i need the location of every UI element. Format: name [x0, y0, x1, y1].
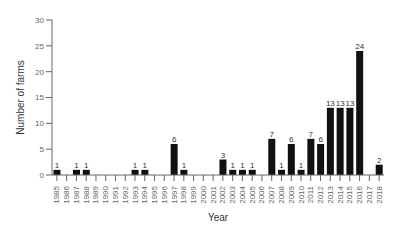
svg-text:1995: 1995 [150, 185, 159, 203]
svg-text:1: 1 [55, 161, 60, 170]
svg-text:2018: 2018 [375, 185, 384, 203]
svg-text:13: 13 [326, 99, 335, 108]
svg-text:2000: 2000 [199, 185, 208, 203]
svg-text:7: 7 [309, 130, 314, 139]
svg-text:1996: 1996 [160, 185, 169, 203]
svg-text:2003: 2003 [228, 185, 237, 203]
svg-text:1: 1 [299, 161, 304, 170]
svg-text:1: 1 [250, 161, 255, 170]
svg-text:2017: 2017 [365, 185, 374, 203]
svg-text:1: 1 [231, 161, 236, 170]
svg-text:2011: 2011 [306, 185, 315, 203]
svg-text:13: 13 [345, 99, 354, 108]
svg-text:1994: 1994 [140, 185, 149, 203]
svg-text:10: 10 [35, 119, 44, 128]
svg-text:2005: 2005 [248, 185, 257, 203]
svg-text:1: 1 [74, 161, 79, 170]
svg-text:1987: 1987 [72, 185, 81, 203]
svg-text:2001: 2001 [209, 185, 218, 203]
svg-text:2008: 2008 [277, 185, 286, 203]
svg-text:3: 3 [221, 151, 226, 160]
svg-text:2: 2 [377, 156, 382, 165]
svg-text:2002: 2002 [218, 185, 227, 203]
svg-text:Year: Year [208, 212, 229, 223]
svg-text:1992: 1992 [121, 185, 130, 203]
svg-text:Number of farms: Number of farms [15, 60, 26, 134]
svg-text:1997: 1997 [170, 185, 179, 203]
svg-text:2013: 2013 [326, 185, 335, 203]
svg-text:1991: 1991 [111, 185, 120, 203]
svg-text:30: 30 [35, 16, 44, 25]
svg-text:6: 6 [318, 135, 323, 144]
svg-text:1: 1 [133, 161, 138, 170]
svg-text:1: 1 [143, 161, 148, 170]
svg-text:2016: 2016 [355, 185, 364, 203]
svg-text:6: 6 [289, 135, 294, 144]
svg-text:1993: 1993 [131, 185, 140, 203]
svg-text:0: 0 [40, 171, 45, 180]
svg-text:1: 1 [84, 161, 89, 170]
svg-text:6: 6 [172, 135, 177, 144]
svg-text:15: 15 [35, 93, 44, 102]
svg-text:20: 20 [35, 68, 44, 77]
svg-text:7: 7 [270, 130, 275, 139]
svg-text:2012: 2012 [316, 185, 325, 203]
svg-text:1999: 1999 [189, 185, 198, 203]
svg-text:13: 13 [336, 99, 345, 108]
svg-text:1988: 1988 [82, 185, 91, 203]
svg-text:1: 1 [182, 161, 187, 170]
svg-text:1998: 1998 [179, 185, 188, 203]
svg-text:25: 25 [35, 42, 44, 51]
svg-text:1986: 1986 [62, 185, 71, 203]
svg-text:2009: 2009 [287, 185, 296, 203]
svg-text:1989: 1989 [91, 185, 100, 203]
svg-text:2006: 2006 [257, 185, 266, 203]
svg-text:2014: 2014 [336, 185, 345, 203]
svg-text:2010: 2010 [297, 185, 306, 203]
svg-text:5: 5 [40, 145, 45, 154]
svg-text:1990: 1990 [101, 185, 110, 203]
svg-text:1: 1 [279, 161, 284, 170]
svg-text:24: 24 [355, 42, 364, 51]
svg-text:1985: 1985 [52, 185, 61, 203]
svg-text:1: 1 [240, 161, 245, 170]
svg-text:2007: 2007 [267, 185, 276, 203]
svg-text:2004: 2004 [238, 185, 247, 203]
svg-text:2015: 2015 [345, 185, 354, 203]
